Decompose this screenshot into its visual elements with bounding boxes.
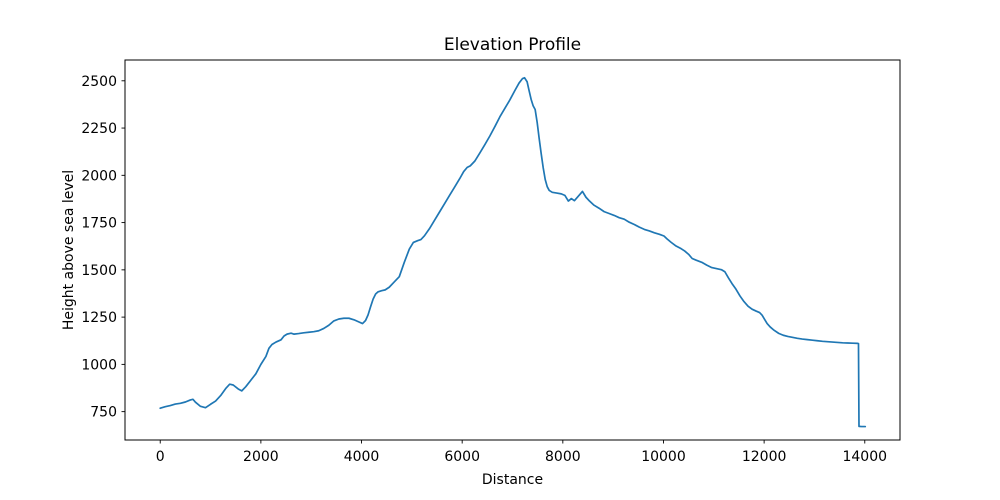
y-tick-label: 1250 [81,310,117,326]
y-tick-label: 1000 [81,357,117,373]
x-tick-label: 4000 [344,449,380,465]
x-tick-label: 0 [156,449,165,465]
x-axis-ticks: 0 2000 4000 6000 8000 10000 12000 14000 [156,440,887,465]
plot-area [125,60,900,440]
x-tick-label: 14000 [842,449,887,465]
x-tick-label: 6000 [444,449,480,465]
chart-title: Elevation Profile [444,35,581,55]
y-axis-ticks: 750 1000 1250 1500 1750 2000 2250 2500 [81,74,125,421]
axes-spines [124,59,901,441]
x-tick-label: 10000 [641,449,686,465]
y-tick-label: 2500 [81,74,117,90]
y-tick-label: 1750 [81,216,117,232]
y-tick-label: 750 [90,405,117,421]
x-axis-label: Distance [482,472,543,488]
y-tick-label: 1500 [81,263,117,279]
x-tick-label: 8000 [545,449,581,465]
x-tick-label: 12000 [742,449,787,465]
y-axis-label: Height above sea level [61,170,77,330]
elevation-line [159,76,867,428]
y-tick-label: 2250 [81,121,117,137]
x-tick-label: 2000 [243,449,279,465]
y-tick-label: 2000 [81,168,117,184]
